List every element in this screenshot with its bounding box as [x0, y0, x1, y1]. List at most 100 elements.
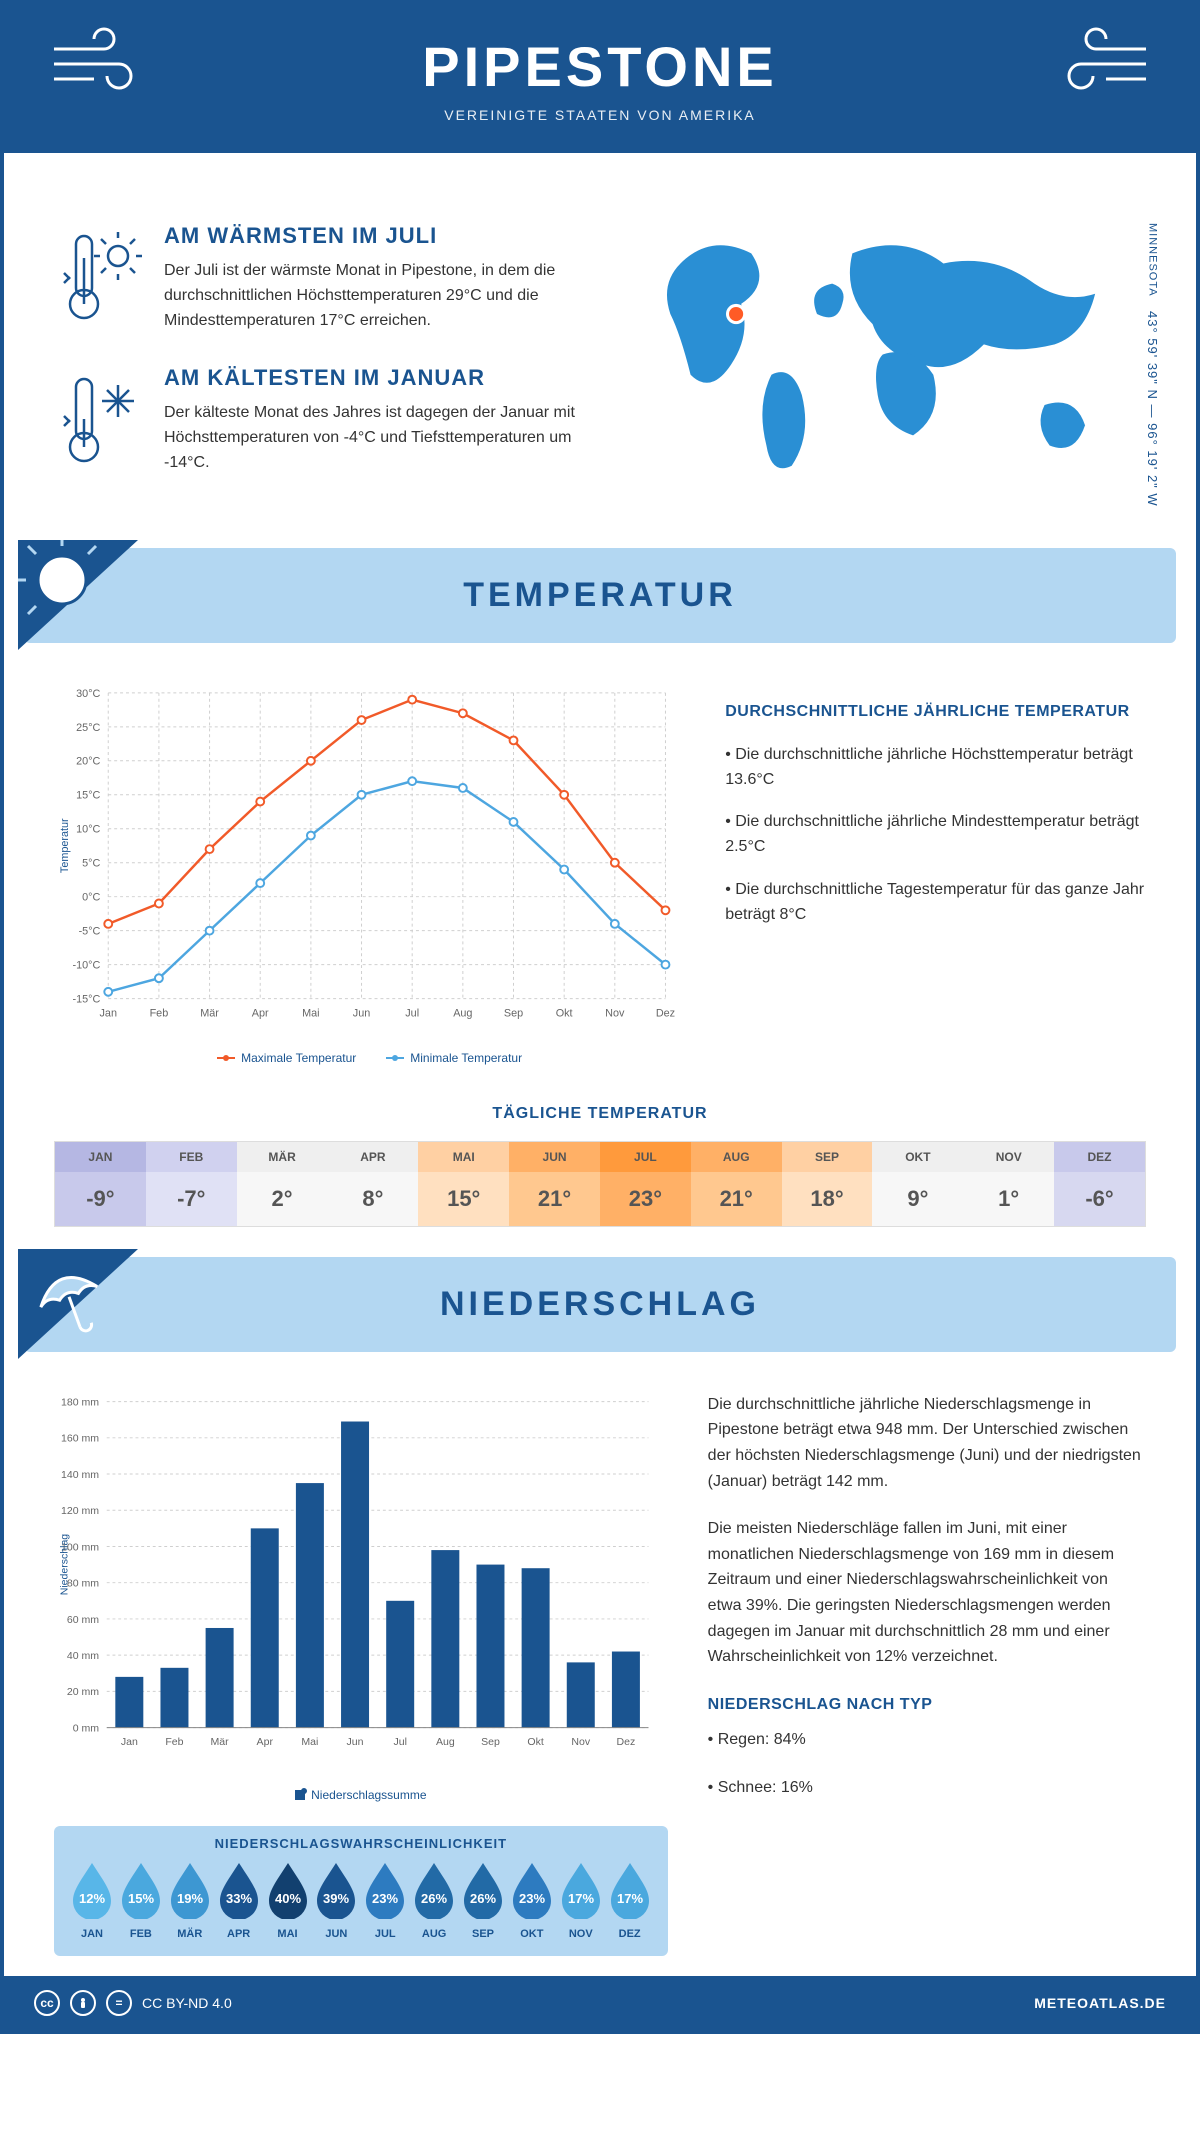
warmest-block: AM WÄRMSTEN IM JULI Der Juli ist der wär… — [54, 223, 610, 333]
svg-text:Niederschlag: Niederschlag — [58, 1534, 70, 1596]
svg-text:17%: 17% — [617, 1891, 643, 1906]
svg-text:15%: 15% — [128, 1891, 154, 1906]
svg-text:0 mm: 0 mm — [73, 1722, 100, 1734]
umbrella-icon — [18, 1249, 138, 1359]
svg-text:Mai: Mai — [302, 1007, 319, 1019]
daily-temp-cell: MAI 15° — [418, 1142, 509, 1226]
nd-icon: = — [106, 1990, 132, 2016]
temperature-banner: TEMPERATUR — [24, 548, 1176, 643]
svg-text:Jan: Jan — [121, 1736, 138, 1748]
svg-text:Temperatur: Temperatur — [59, 818, 71, 873]
svg-text:5°C: 5°C — [82, 857, 100, 869]
svg-text:30°C: 30°C — [76, 688, 100, 700]
avg-temp-line: • Die durchschnittliche jährliche Höchst… — [725, 743, 1146, 793]
svg-text:Okt: Okt — [556, 1007, 573, 1019]
site-label: METEOATLAS.DE — [1034, 1995, 1166, 2011]
header: PIPESTONE VEREINIGTE STAATEN VON AMERIKA — [4, 4, 1196, 153]
svg-text:26%: 26% — [470, 1891, 496, 1906]
precip-prob-drop: 26%SEP — [459, 1861, 507, 1940]
svg-text:25°C: 25°C — [76, 722, 100, 734]
warmest-text: Der Juli ist der wärmste Monat in Pipest… — [164, 259, 610, 333]
daily-temp-title: TÄGLICHE TEMPERATUR — [4, 1105, 1196, 1123]
svg-text:Jun: Jun — [347, 1736, 364, 1748]
svg-text:Jun: Jun — [353, 1007, 370, 1019]
svg-text:20 mm: 20 mm — [67, 1686, 99, 1698]
svg-text:23%: 23% — [519, 1891, 545, 1906]
thermometer-snow-icon — [54, 365, 144, 475]
precipitation-bar-chart: 0 mm20 mm40 mm60 mm80 mm100 mm120 mm140 … — [54, 1392, 668, 1803]
svg-text:20°C: 20°C — [76, 756, 100, 768]
precip-prob-drop: 23%JUL — [361, 1861, 409, 1940]
precip-prob-drop: 33%APR — [215, 1861, 263, 1940]
precip-text: Die durchschnittliche jährliche Niedersc… — [708, 1392, 1146, 1494]
avg-temp-line: • Die durchschnittliche Tagestemperatur … — [725, 878, 1146, 928]
svg-text:Feb: Feb — [150, 1007, 169, 1019]
svg-text:Aug: Aug — [436, 1736, 455, 1748]
svg-text:Dez: Dez — [656, 1007, 675, 1019]
svg-text:Apr: Apr — [257, 1736, 274, 1748]
precip-prob-drop: 40%MAI — [264, 1861, 312, 1940]
precip-prob-drop: 26%AUG — [410, 1861, 458, 1940]
svg-text:Mär: Mär — [211, 1736, 230, 1748]
svg-text:0°C: 0°C — [82, 891, 100, 903]
svg-text:12%: 12% — [79, 1891, 105, 1906]
precip-prob-drop: 12%JAN — [68, 1861, 116, 1940]
svg-text:39%: 39% — [323, 1891, 349, 1906]
svg-text:33%: 33% — [226, 1891, 252, 1906]
thermometer-sun-icon — [54, 223, 144, 333]
temperature-line-chart: -15°C-10°C-5°C0°C5°C10°C15°C20°C25°C30°C… — [54, 683, 685, 1065]
svg-text:Nov: Nov — [571, 1736, 590, 1748]
footer: cc = CC BY-ND 4.0 METEOATLAS.DE — [4, 1976, 1196, 2030]
svg-text:19%: 19% — [177, 1891, 203, 1906]
daily-temp-cell: FEB -7° — [146, 1142, 237, 1226]
svg-text:180 mm: 180 mm — [61, 1396, 99, 1408]
svg-text:Jul: Jul — [405, 1007, 419, 1019]
avg-temp-title: DURCHSCHNITTLICHE JÄHRLICHE TEMPERATUR — [725, 703, 1146, 721]
svg-text:Mai: Mai — [301, 1736, 318, 1748]
svg-text:40 mm: 40 mm — [67, 1650, 99, 1662]
precip-type-line: • Schnee: 16% — [708, 1775, 1146, 1801]
svg-text:17%: 17% — [568, 1891, 594, 1906]
cc-icon: cc — [34, 1990, 60, 2016]
svg-text:Nov: Nov — [605, 1007, 625, 1019]
svg-text:Dez: Dez — [617, 1736, 636, 1748]
svg-text:Sep: Sep — [481, 1736, 500, 1748]
precip-prob-drop: 39%JUN — [312, 1861, 360, 1940]
chart-legend: Niederschlagssumme — [54, 1788, 668, 1802]
svg-text:-5°C: -5°C — [79, 925, 101, 937]
svg-text:40%: 40% — [274, 1891, 300, 1906]
svg-text:140 mm: 140 mm — [61, 1469, 99, 1481]
svg-text:Jul: Jul — [393, 1736, 406, 1748]
license-label: CC BY-ND 4.0 — [142, 1995, 232, 2011]
by-icon — [70, 1990, 96, 2016]
svg-text:Aug: Aug — [453, 1007, 472, 1019]
daily-temp-cell: OKT 9° — [872, 1142, 963, 1226]
daily-temp-cell: APR 8° — [327, 1142, 418, 1226]
svg-text:-15°C: -15°C — [73, 993, 101, 1005]
daily-temp-cell: AUG 21° — [691, 1142, 782, 1226]
daily-temp-cell: JUN 21° — [509, 1142, 600, 1226]
svg-text:Mär: Mär — [200, 1007, 219, 1019]
svg-text:Sep: Sep — [504, 1007, 523, 1019]
svg-text:Apr: Apr — [252, 1007, 269, 1019]
world-map — [640, 223, 1146, 491]
precip-type-title: NIEDERSCHLAG NACH TYP — [708, 1692, 1146, 1718]
map-coordinates: MINNESOTA 43° 59' 39" N — 96° 19' 2" W — [1145, 223, 1160, 508]
precip-type-line: • Regen: 84% — [708, 1727, 1146, 1753]
svg-text:-10°C: -10°C — [73, 959, 101, 971]
daily-temp-cell: MÄR 2° — [237, 1142, 328, 1226]
chart-legend: Maximale Temperatur Minimale Temperatur — [54, 1051, 685, 1065]
sun-icon — [18, 540, 138, 650]
svg-text:160 mm: 160 mm — [61, 1432, 99, 1444]
precip-prob-drop: 17%DEZ — [606, 1861, 654, 1940]
precip-prob-drop: 15%FEB — [117, 1861, 165, 1940]
svg-text:23%: 23% — [372, 1891, 398, 1906]
warmest-title: AM WÄRMSTEN IM JULI — [164, 223, 610, 249]
daily-temp-cell: SEP 18° — [782, 1142, 873, 1226]
coldest-text: Der kälteste Monat des Jahres ist dagege… — [164, 401, 610, 475]
precip-prob-drop: 17%NOV — [557, 1861, 605, 1940]
daily-temp-cell: NOV 1° — [963, 1142, 1054, 1226]
wind-icon — [1046, 24, 1156, 94]
coldest-title: AM KÄLTESTEN IM JANUAR — [164, 365, 610, 391]
daily-temp-cell: DEZ -6° — [1054, 1142, 1145, 1226]
